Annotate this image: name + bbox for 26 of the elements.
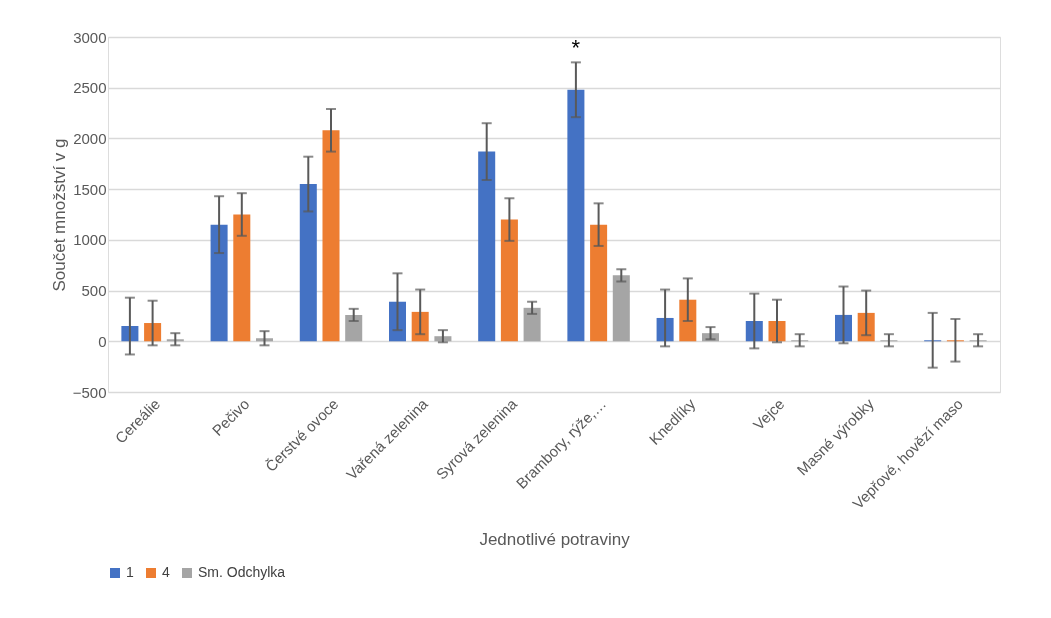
y-axis-title: Součet množství v g (49, 138, 69, 292)
legend-label: 1 (126, 564, 134, 580)
bar (523, 307, 541, 342)
bar (478, 151, 496, 342)
legend-label: Sm. Odchylka (198, 564, 286, 580)
y-tick-label: 2500 (73, 79, 107, 97)
y-tick-label: 1500 (73, 180, 107, 198)
y-tick-label: 2000 (73, 129, 107, 147)
y-tick-label: −500 (72, 383, 107, 401)
y-tick-label: 500 (81, 282, 107, 300)
x-axis-title: Jednotlivé potraviny (479, 530, 631, 550)
bar (612, 275, 630, 342)
bar (322, 130, 340, 342)
bar (500, 219, 518, 342)
bar (299, 184, 317, 342)
y-tick-label: 0 (98, 332, 107, 350)
bar (679, 299, 697, 342)
legend-label: 4 (162, 564, 170, 580)
bar (567, 89, 585, 342)
bar (345, 314, 363, 342)
annotation: * (571, 35, 581, 61)
y-tick-label: 3000 (73, 28, 107, 46)
y-tick-label: 1000 (73, 231, 107, 249)
bar (210, 224, 228, 342)
bar (590, 224, 608, 342)
bar (233, 214, 251, 342)
